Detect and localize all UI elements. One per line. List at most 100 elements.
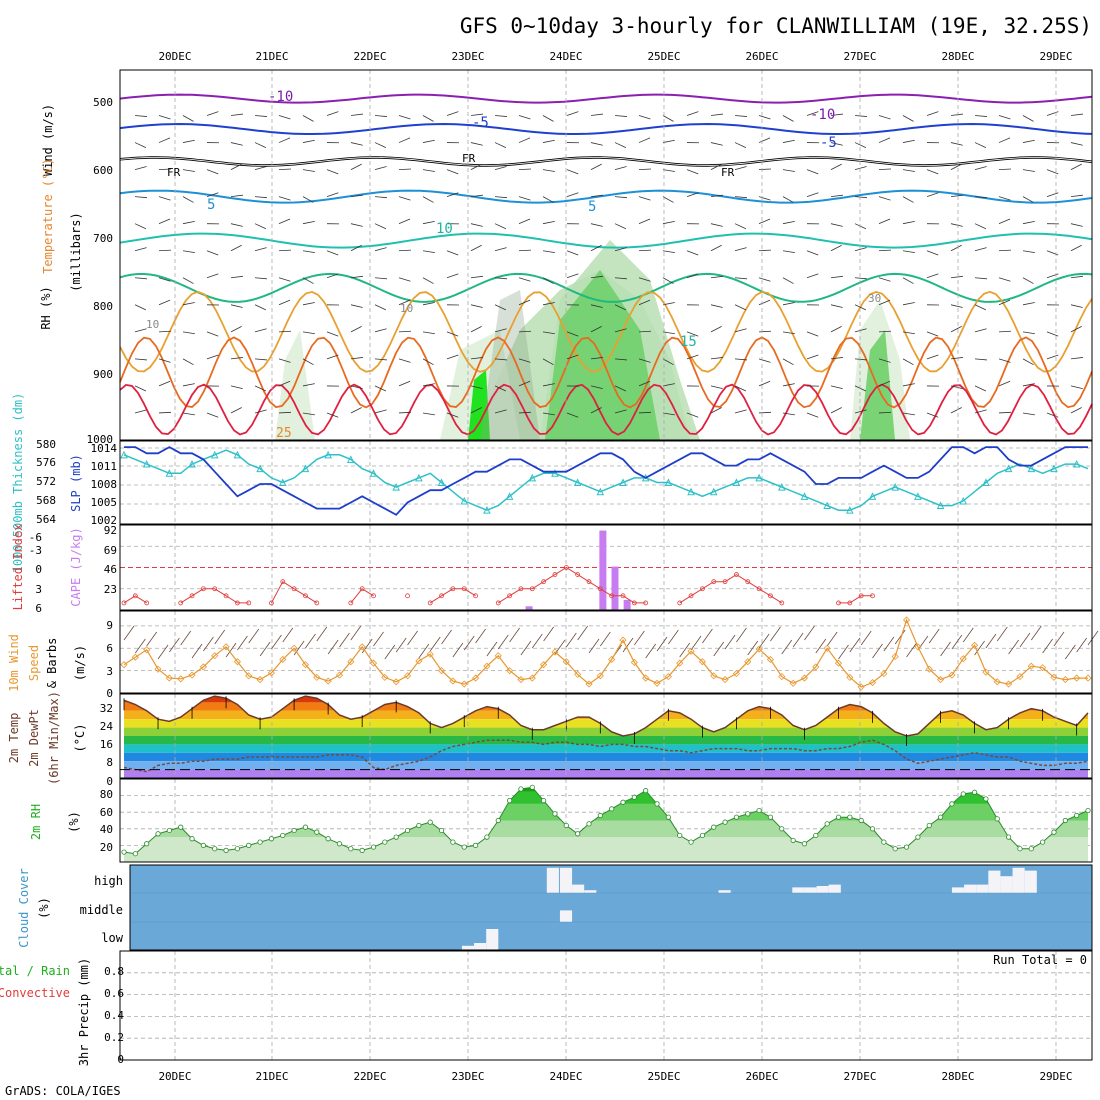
wind-barb	[950, 244, 962, 252]
rh-point	[813, 832, 819, 839]
wind-barb	[782, 139, 795, 143]
wind-barb	[1070, 275, 1083, 279]
wind-speed-point	[347, 658, 355, 666]
wind-barb	[470, 223, 483, 227]
wind-barb	[998, 411, 1012, 414]
wind-barb	[374, 166, 387, 170]
lifted-index-line	[180, 588, 249, 604]
wind-barb	[588, 638, 600, 654]
lifted-index-point	[836, 600, 841, 606]
rh-point	[937, 814, 944, 820]
wind-barb	[350, 326, 362, 333]
wind-barb	[645, 643, 657, 659]
thickness-point	[1072, 459, 1081, 468]
isotherm-25	[119, 336, 1093, 409]
wind-speed-point	[1061, 676, 1069, 684]
lifted-index-point	[722, 579, 728, 585]
rh-point	[1017, 846, 1023, 852]
wind-barb	[806, 250, 819, 256]
wind-barb	[518, 218, 531, 225]
wind-speed-point	[574, 670, 582, 678]
y-tick: 0.6	[104, 987, 124, 1000]
wind-barb	[158, 330, 172, 333]
cloud-bar	[559, 910, 573, 922]
wind-barb	[509, 627, 520, 643]
y-tick: 6	[106, 642, 113, 655]
lifted-index-line	[429, 588, 476, 604]
wind-barb	[182, 115, 194, 122]
wind-barb	[518, 137, 531, 143]
rh2-axis-title: 2m RH	[29, 804, 43, 840]
wind-speed-point	[279, 655, 287, 664]
wind-barb	[710, 304, 723, 308]
cloud-bar	[1012, 867, 1025, 893]
wind-barb	[518, 115, 531, 120]
wind-barb	[1070, 142, 1083, 146]
wind-barb	[470, 326, 482, 333]
wind-barb	[158, 196, 171, 201]
thickness-point	[256, 464, 264, 473]
wind-barb	[361, 638, 373, 654]
wind-barb	[350, 304, 363, 308]
wind-barb	[710, 194, 723, 198]
wind-barb	[710, 142, 723, 146]
isotherm-minus10	[119, 93, 1093, 104]
wind-barb	[710, 223, 723, 227]
date-label: 20DEC	[158, 1070, 191, 1083]
wind-barb	[974, 409, 987, 414]
wind-barb	[398, 196, 411, 201]
wind-barb	[902, 412, 915, 416]
wind-speed-point	[664, 673, 672, 681]
rh-point	[903, 844, 910, 850]
wind-barb	[470, 163, 482, 170]
wind-barb	[1046, 250, 1059, 256]
thickness-point	[914, 492, 922, 500]
rh-point	[359, 847, 365, 853]
wind-barb	[494, 223, 507, 230]
wind-speed-point	[1084, 674, 1092, 682]
wind-barb	[494, 196, 507, 199]
wind-barb	[254, 328, 267, 333]
wind-barb	[878, 196, 891, 201]
wind-barb	[662, 250, 675, 253]
precip-legend-total: Total / Rain	[0, 964, 70, 978]
wind-barb	[662, 358, 674, 366]
contour-label: 5	[588, 199, 596, 215]
wind-barb	[878, 330, 892, 333]
wind-barb	[206, 273, 219, 279]
wind-speed-point	[766, 655, 775, 664]
y-tick: 0.2	[104, 1031, 124, 1044]
wind-barb	[590, 244, 602, 252]
wind-barb	[230, 194, 243, 198]
thickness-point	[324, 450, 332, 459]
lifted-index-point	[711, 579, 717, 585]
wind-barb	[734, 142, 747, 148]
y-tick: 9	[106, 619, 113, 632]
wind-barb	[782, 383, 795, 387]
wind-barb	[758, 218, 771, 225]
wind-barb	[422, 358, 434, 366]
lifted-index-point	[563, 565, 569, 570]
wind-barb	[926, 192, 939, 198]
wind-barb	[554, 639, 566, 655]
wind-barb	[254, 166, 267, 170]
date-label: 25DEC	[647, 50, 680, 63]
wind-barb	[830, 326, 842, 333]
wind-barb	[373, 631, 384, 647]
wind-barb	[974, 358, 987, 361]
wind-barb	[902, 331, 915, 335]
y-tick: 0.8	[104, 965, 124, 978]
wind-barb	[962, 627, 974, 643]
lifted-index-point	[541, 579, 547, 585]
wind-barb	[374, 358, 387, 361]
wind-barb	[494, 115, 507, 117]
wind-barb	[182, 277, 194, 284]
wind-barb	[1046, 192, 1059, 198]
thickness-axis-title: 1000-500mb Thickness (dm)	[11, 393, 25, 574]
wind-barb	[470, 194, 483, 198]
thickness-point	[233, 450, 242, 459]
wind-barb	[302, 358, 314, 366]
wind-barb	[407, 630, 418, 646]
rh-axis-title: RH (%)	[39, 286, 53, 329]
y-tick: 1005	[91, 496, 118, 509]
